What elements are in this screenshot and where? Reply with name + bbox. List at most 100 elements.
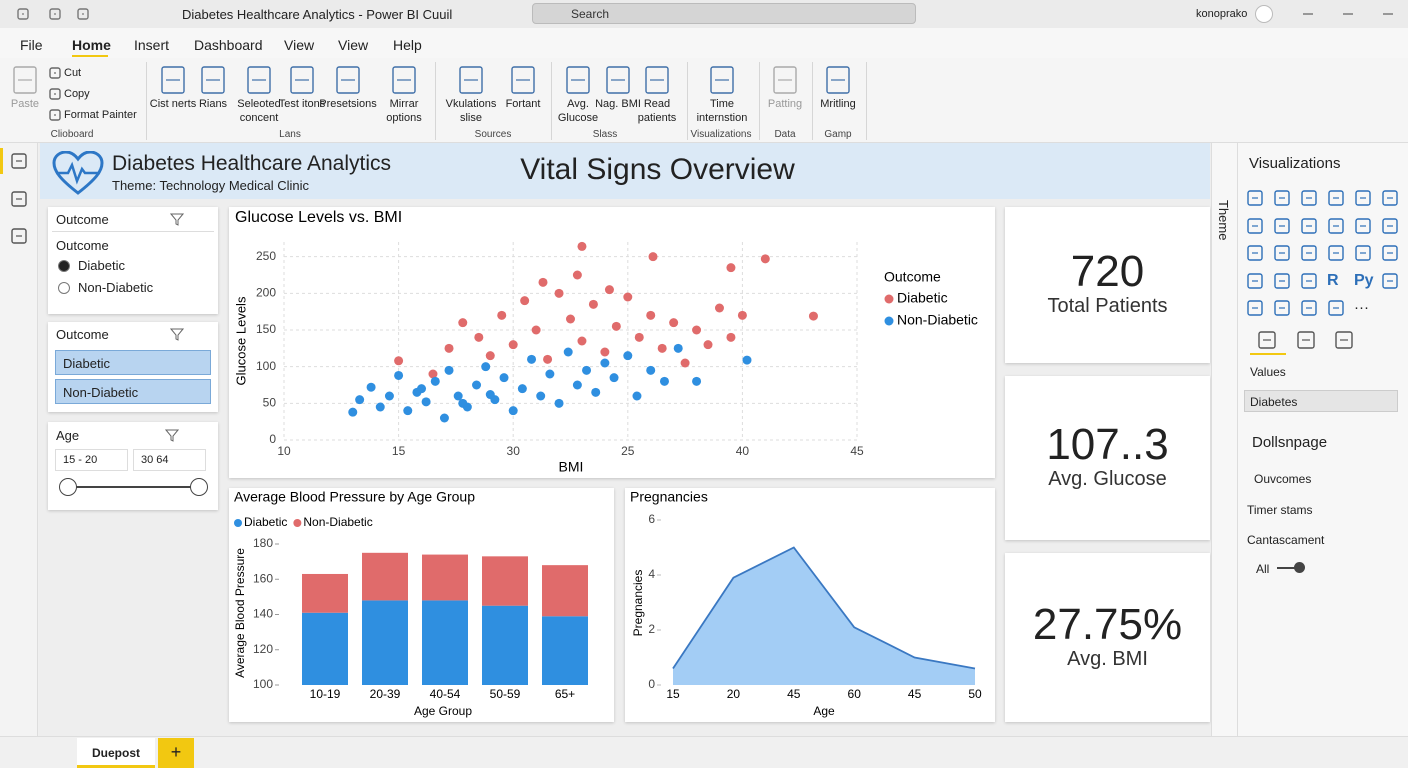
visual-type[interactable]: Py <box>1354 271 1374 289</box>
icon-shape <box>1247 217 1263 234</box>
ribbon-button[interactable]: Nag. BMI <box>595 98 641 110</box>
radio[interactable] <box>58 260 70 272</box>
scatter-point <box>384 391 394 401</box>
range-value[interactable]: 30 64 <box>141 454 169 466</box>
icon <box>1382 245 1398 261</box>
pane-section: Dollsnpage <box>1252 434 1328 451</box>
icon-shape <box>1274 300 1290 316</box>
icon-shape <box>201 66 225 94</box>
icon-shape <box>49 109 61 121</box>
add-page-label[interactable]: + <box>170 742 182 762</box>
scatter-point <box>808 311 818 321</box>
ribbon-button[interactable]: Paste <box>10 98 40 110</box>
radio-label[interactable]: Non-Diabetic <box>78 280 154 295</box>
x-tick-label: 65+ <box>555 687 575 701</box>
theme-label[interactable]: Theme <box>1216 200 1231 241</box>
menu-item[interactable]: View <box>284 37 315 53</box>
icon <box>336 66 360 94</box>
icon-shape <box>1247 272 1263 289</box>
ribbon-button[interactable]: Patting <box>767 98 803 110</box>
icon <box>566 66 590 94</box>
icon-shape <box>17 8 29 20</box>
range-handle[interactable] <box>59 478 77 496</box>
theme-strip <box>1211 143 1238 736</box>
menu-item[interactable]: Home <box>72 37 111 53</box>
slicer-button[interactable]: Diabetic <box>55 350 211 375</box>
scatter-point <box>566 314 575 324</box>
field-well[interactable]: Diabetes <box>1244 390 1398 412</box>
y-tick-label: 6 <box>648 512 655 526</box>
ribbon-button[interactable]: Cist nerts <box>149 98 197 110</box>
slicer-button-label[interactable]: Non-Diabetic <box>63 385 139 400</box>
menu-item[interactable]: File <box>20 37 43 53</box>
ribbon-button[interactable]: Presetsions <box>319 98 377 110</box>
ribbon-button[interactable]: Time internstion <box>696 98 748 124</box>
ribbon-small-button[interactable]: Format Painter <box>64 109 137 121</box>
page-tab-label[interactable]: Duepost <box>92 746 140 760</box>
visual-type[interactable]: ··· <box>1354 299 1369 316</box>
search-box[interactable]: Search <box>532 3 916 24</box>
ribbon-button[interactable]: Vkulations slise <box>445 98 497 124</box>
scatter-point <box>394 370 404 380</box>
range-input[interactable]: 30 64 <box>133 449 206 471</box>
ribbon-small-button[interactable]: Cut <box>64 67 82 79</box>
icon <box>1355 190 1371 206</box>
window-control <box>1303 13 1313 15</box>
filter-glyph <box>165 429 179 442</box>
slicer-button-label[interactable]: Diabetic <box>63 356 110 371</box>
icon-shape <box>511 66 535 94</box>
legend-swatch <box>884 294 894 304</box>
page-tab[interactable]: Duepost <box>77 738 155 768</box>
scatter-point <box>673 343 683 353</box>
ribbon-small-button[interactable]: Copy <box>64 88 90 100</box>
ribbon-button[interactable]: Read patients <box>637 98 677 124</box>
menu-item[interactable]: Dashboard <box>194 37 263 53</box>
scatter-point <box>527 354 537 364</box>
icon <box>161 66 185 94</box>
add-page[interactable]: + <box>158 738 194 768</box>
ribbon-button[interactable]: Rians <box>198 98 228 110</box>
icon <box>1335 331 1353 349</box>
ribbon-button[interactable]: Test itons <box>278 98 326 110</box>
icon <box>247 66 271 94</box>
x-tick-label: 10-19 <box>310 687 341 701</box>
y-tick-label: 50 <box>263 396 277 410</box>
y-tick-label: 2 <box>648 622 655 636</box>
ribbon-button[interactable]: Avg. Glucose <box>557 98 599 124</box>
scatter-point <box>497 310 507 320</box>
pane-option[interactable]: Timer stams <box>1247 503 1313 517</box>
bar-segment <box>542 616 588 685</box>
kpi-value: 27.75% <box>1032 599 1183 649</box>
icon-shape <box>1274 190 1290 206</box>
radio-label[interactable]: Diabetic <box>78 258 125 273</box>
y-tick-label: 0 <box>648 677 655 691</box>
menu-item[interactable]: Insert <box>134 37 170 53</box>
ribbon-button[interactable]: Seleoted concent <box>237 98 281 124</box>
scatter-point <box>714 303 724 313</box>
pane-option[interactable]: Ouvcomes <box>1254 472 1312 486</box>
icon-shape <box>1355 217 1371 234</box>
ribbon-separator <box>551 62 552 140</box>
chart-title: Pregnancies <box>630 489 708 505</box>
ribbon-button[interactable]: Fortant <box>505 98 541 110</box>
range-handle[interactable] <box>190 478 208 496</box>
scatter-point <box>538 277 548 287</box>
visual: Average Blood Pressure by Age Group Diabe… <box>229 488 614 722</box>
page-tab-underline <box>77 765 155 768</box>
toggle-knob[interactable] <box>1294 562 1305 573</box>
ribbon-button[interactable]: Mritling <box>820 98 856 110</box>
menu-item[interactable]: Help <box>393 37 422 53</box>
radio[interactable] <box>58 282 70 294</box>
range-input[interactable]: 15 - 20 <box>55 449 128 471</box>
chart-title: Glucose Levels vs. BMI <box>235 209 402 226</box>
icon <box>201 66 225 94</box>
ribbon-button[interactable]: Mirrar options <box>386 98 422 124</box>
x-axis-label: Age <box>813 704 835 718</box>
bar-segment <box>362 552 408 601</box>
scatter-point <box>563 347 573 357</box>
pane-option[interactable]: Cantascament <box>1247 533 1325 547</box>
menu-item[interactable]: View <box>338 37 369 53</box>
visual-type[interactable]: R <box>1327 271 1339 289</box>
slicer-button[interactable]: Non-Diabetic <box>55 379 211 404</box>
range-value[interactable]: 15 - 20 <box>63 454 98 466</box>
